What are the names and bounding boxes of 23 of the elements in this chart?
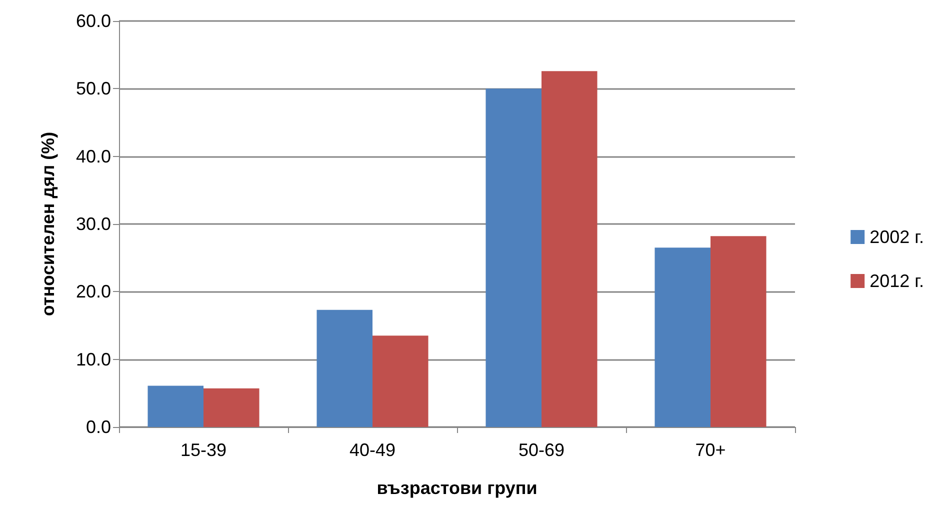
x-tick-label: 50-69 <box>518 440 565 460</box>
x-tick-label: 40-49 <box>349 440 396 460</box>
y-axis-title: относителен дял (%) <box>38 132 58 316</box>
legend-label: 2002 г. <box>870 227 924 247</box>
bar <box>486 88 542 427</box>
bar <box>372 336 428 427</box>
legend-label: 2012 г. <box>870 271 924 291</box>
bar <box>710 236 766 427</box>
y-tick-label: 20.0 <box>76 282 111 302</box>
y-tick-label: 30.0 <box>76 214 111 234</box>
bar <box>204 388 260 427</box>
x-axis-title: възрастови групи <box>376 478 538 498</box>
y-tick-label: 60.0 <box>76 11 111 31</box>
y-tick-label: 40.0 <box>76 146 111 166</box>
bar <box>542 71 598 427</box>
x-tick-label: 70+ <box>695 440 726 460</box>
x-tick-label: 15-39 <box>180 440 227 460</box>
bar <box>316 310 372 427</box>
bar <box>148 386 204 427</box>
y-tick-label: 10.0 <box>76 349 111 370</box>
bar <box>654 248 710 427</box>
y-tick-label: 50.0 <box>76 78 111 99</box>
y-tick-label: 0.0 <box>86 417 111 437</box>
